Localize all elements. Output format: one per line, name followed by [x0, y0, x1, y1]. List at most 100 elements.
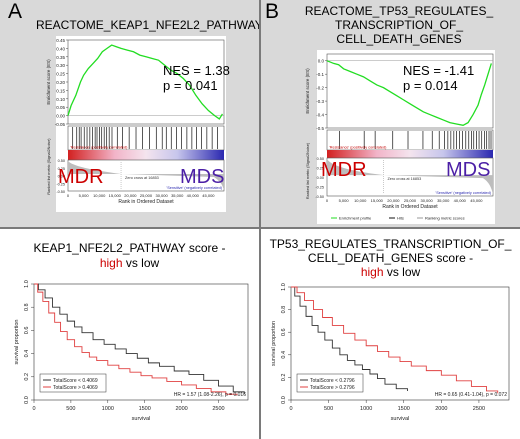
km-a-plot: 0.0 0.2 0.4 0.6 0.8 1.0 0 500 1000 1500 2000 2500 su… [14, 280, 249, 422]
km-b-curve-low [291, 286, 408, 391]
gsea-a-mds-label: MDS [180, 166, 224, 188]
gsea-a-ytick-label: 0.45 [56, 38, 65, 43]
gsea-a-enrichment-line [67, 44, 223, 120]
gsea-b-ytick-label: -0.4 [316, 113, 324, 118]
gsea-b-y2tick-label: -0.50 [315, 195, 324, 199]
km-b-title-high: high [360, 265, 384, 279]
gsea-b-xtick-label: 10,000 [354, 198, 367, 203]
gsea-b-xtick-label: 35,000 [437, 198, 450, 203]
gsea-b-xtick-label: 40,000 [454, 198, 467, 203]
gsea-a-zero-cross-label: Zero cross at 16853 [125, 176, 159, 180]
gsea-a-pos-corr-label: 'Resistance' (positively correlated) [70, 146, 128, 150]
gsea-a-ytick-label: 0.25 [56, 72, 65, 77]
gsea-a-ytick-label: 0.30 [56, 63, 65, 68]
gsea-a-ytick-label: 0.05 [56, 105, 65, 110]
km-b-ytick-label: 1.0 [281, 283, 287, 291]
gsea-a-nes: NES = 1.38 [163, 63, 230, 78]
km-a-xtick-label: 2000 [175, 406, 187, 412]
gsea-a-xtick-label: 35,000 [171, 193, 184, 198]
gsea-b-ytick-label: -0.1 [316, 72, 324, 77]
km-a-legend-label: TotalScore < 0.4069 [53, 378, 98, 384]
km-b-legend-label: TotalScore < 0.2796 [310, 378, 355, 384]
gsea-a-xtick-label: 25,000 [140, 193, 153, 198]
gsea-b-ytick-label: -0.3 [316, 99, 324, 104]
gsea-b-xtick-label: 20,000 [387, 198, 400, 203]
gsea-a-y2tick-label: 0.50 [58, 159, 65, 163]
gsea-a-xlabel: Rank in Ordered Dataset [118, 199, 174, 205]
gsea-a-ytick-label: 0.40 [56, 46, 65, 51]
gsea-b-xtick-label: 0 [326, 198, 329, 203]
gsea-a-xtick-label: 15,000 [109, 193, 122, 198]
gsea-a-rank-color-bar [68, 150, 224, 160]
km-b-title-line3: high vs low [261, 265, 520, 279]
gsea-b-metric-area [327, 159, 493, 195]
km-b-title-low: vs low [383, 265, 421, 279]
km-a-curve-low [34, 283, 245, 395]
gsea-b-plot: 0.0 -0.1 -0.2 -0.3 -0.4 -0.5 0.50 0.25 0.00 -0.25… [305, 50, 495, 224]
gsea-a-ylabel: Enrichment score (ES) [46, 59, 51, 105]
panel-b-letter: B [265, 0, 280, 23]
gsea-b-mdr-label: MDR [321, 159, 367, 181]
panel-b-km: TP53_REGULATES_TRANSCRIPTION_OF_ CELL_DE… [261, 229, 520, 439]
km-a-title-low: vs low [122, 256, 160, 270]
gsea-b-ytick-label: -0.2 [316, 86, 324, 91]
gsea-a-ytick-label: 0.20 [56, 80, 65, 85]
km-a-legend-box [39, 373, 107, 393]
km-b-xlabel: survival [391, 416, 410, 422]
gsea-a-neg-corr-label: 'Sensitive' (negatively correlated) [167, 186, 223, 190]
gsea-b-xtick-label: 25,000 [404, 198, 417, 203]
km-b-curve-high [291, 286, 499, 394]
gsea-b-y2tick-label: -0.25 [315, 186, 324, 190]
gsea-b-legend-enrichment: Enrichment profile [339, 216, 372, 221]
panel-a-gsea: A REACTOME_KEAP1_NFE2L2_PATHWAY 0.45 0.40… [0, 0, 259, 227]
km-b-ytick-label: 0.6 [281, 328, 287, 336]
gsea-b-ylabel2: Ranked list metric (Signal2Noise) [306, 142, 310, 199]
gsea-a-ytick-label: 0.35 [56, 55, 65, 60]
km-b-ylabel: survival proportion [271, 321, 277, 366]
panel-a-km: KEAP1_NFE2L2_PATHWAY score - high vs low… [0, 229, 259, 439]
km-a-xtick-label: 0 [32, 406, 35, 412]
gsea-b-title-line3: CELL_DEATH_GENES [336, 32, 462, 46]
gsea-b-nes: NES = -1.41 [403, 63, 474, 78]
gsea-a-ytick-label: 0.15 [56, 88, 65, 93]
km-a-hr-label: HR = 1.57 (1.08-2.26), p = 0.016 [174, 392, 246, 398]
km-b-xtick-label: 0 [289, 406, 292, 412]
km-b-hr-label: HR = 0.65 (0.41-1.04), p = 0.072 [435, 392, 507, 398]
panel-a-letter: A [8, 0, 23, 23]
panel-b-gsea: B REACTOME_TP53_REGULATES_ TRANSCRIPTION… [261, 0, 520, 227]
km-a-xtick-label: 1500 [139, 406, 151, 412]
gsea-a-xtick-label: 10,000 [93, 193, 106, 198]
km-b-title-line1: TP53_REGULATES_TRANSCRIPTION_OF_ [269, 237, 512, 251]
gsea-b-legend-hits: Hits [397, 216, 404, 221]
vertical-divider [259, 0, 261, 439]
gsea-b-xtick-label: 45,000 [470, 198, 483, 203]
km-a-title-line2: high vs low [0, 256, 259, 270]
gsea-a-pvalue: p = 0.041 [163, 78, 218, 93]
gsea-b-legend-metric: Ranking metric scores [425, 216, 465, 221]
gsea-a-xtick-label: 0 [67, 193, 70, 198]
km-a-xtick-label: 500 [66, 406, 75, 412]
gsea-a-y2tick-label: -0.25 [56, 182, 65, 186]
gsea-b-pos-corr-label: 'Resistance' (positively correlated) [329, 146, 387, 150]
gsea-a-ytick-label: 0.10 [56, 97, 65, 102]
km-b-ytick-label: 0.4 [281, 351, 287, 359]
km-b-plot: 0.0 0.2 0.4 0.6 0.8 1.0 0 500 1000 1500 2000 2500 su… [271, 283, 510, 422]
gsea-b-ylabel: Enrichment score (ES) [305, 68, 310, 114]
gsea-b-rank-color-bar [327, 150, 493, 158]
gsea-b-es-box [326, 53, 494, 129]
gsea-b-xtick-label: 15,000 [371, 198, 384, 203]
km-a-curve-high [34, 283, 238, 396]
gsea-b-neg-corr-label: 'Sensitive' (negatively correlated) [436, 191, 492, 195]
gsea-a-ylabel2: Ranked list metric (Signal2Noise) [47, 138, 51, 195]
km-a-ytick-label: 0.2 [24, 373, 30, 381]
km-b-xtick-label: 1500 [398, 406, 410, 412]
km-a-xtick-label: 2500 [212, 406, 224, 412]
gsea-a-y2tick-label: 0.00 [58, 175, 65, 179]
gsea-a-y2tick-label: 0.25 [58, 167, 65, 171]
gsea-b-enrichment-line [326, 60, 492, 126]
km-a-ytick-label: 0.8 [24, 303, 30, 311]
km-b-legend-label: TotalScore > 0.2796 [310, 385, 355, 391]
km-a-ytick-label: 0.6 [24, 327, 30, 335]
gsea-a-ytick-label: -0.05 [55, 122, 66, 127]
gsea-a-hits-box [67, 125, 225, 151]
